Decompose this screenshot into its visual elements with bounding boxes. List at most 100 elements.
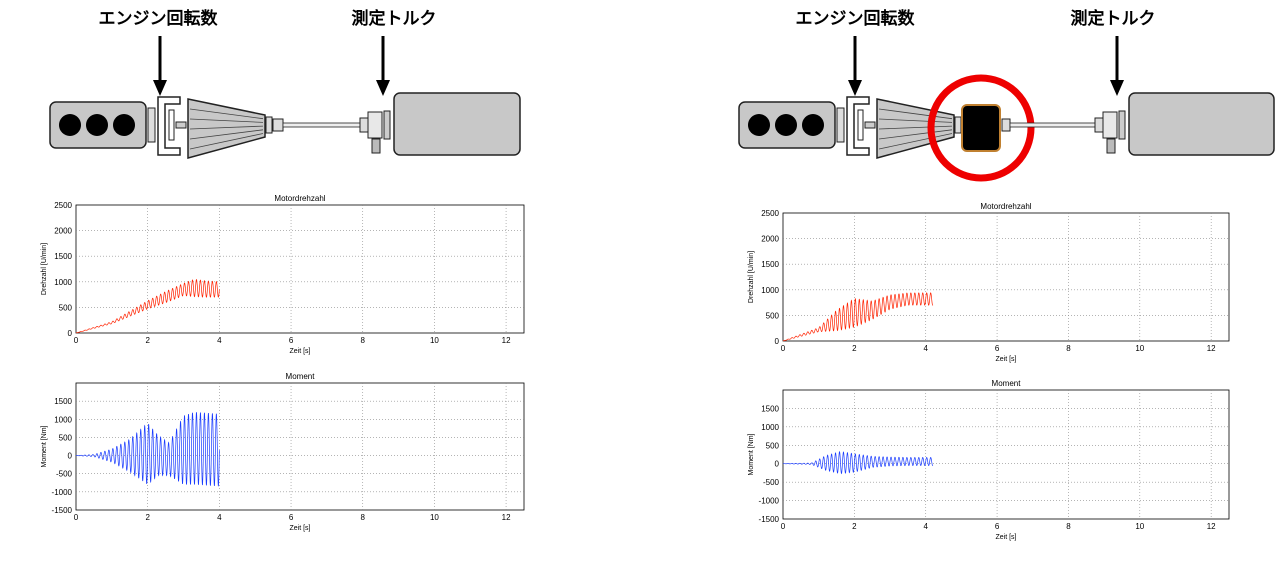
clutch-disc <box>168 109 175 141</box>
shaft-coupling <box>1001 118 1011 132</box>
x-tick-label: 10 <box>1135 522 1144 531</box>
gearbox-line <box>189 133 264 150</box>
gearbox-line <box>189 108 264 120</box>
x-tick-label: 6 <box>289 336 294 345</box>
x-tick-label: 2 <box>852 344 857 353</box>
x-tick-label: 6 <box>289 513 294 522</box>
x-tick-label: 4 <box>217 513 222 522</box>
y-tick-label: 1000 <box>54 415 72 424</box>
flywheel-plate <box>836 107 845 143</box>
dynamometer <box>393 92 521 156</box>
torque-arrow <box>376 80 390 96</box>
data-series-line <box>76 412 220 487</box>
x-tick-label: 2 <box>852 522 857 531</box>
y-tick-label: 0 <box>775 337 780 346</box>
y-tick-label: 2500 <box>54 201 72 210</box>
y-tick-label: 2000 <box>54 227 72 236</box>
y-tick-label: -1500 <box>52 506 73 515</box>
gearbox-line <box>878 129 953 140</box>
x-tick-label: 10 <box>1135 344 1144 353</box>
chart-motordrehzahl: 0 2 4 6 8 10 12 0 500 1000 1500 2000 2500 Motordrehza… <box>748 202 1230 363</box>
engine-speed-arrow <box>848 80 862 96</box>
y-tick-label: -1000 <box>52 488 73 497</box>
engine-cylinder <box>775 114 797 136</box>
y-tick-label: -500 <box>56 470 73 479</box>
y-tick-label: 1500 <box>761 260 779 269</box>
plot-area <box>782 389 1230 520</box>
y-tick-label: 1500 <box>54 252 72 261</box>
panel-with-damper: エンジン回転数 測定トルク 0 2 4 6 8 10 12 0 500 1000 1500 2000 2… <box>643 0 1285 561</box>
dyno-flange <box>383 110 391 140</box>
propeller-shaft <box>282 122 361 128</box>
torque-arrow <box>1110 80 1124 96</box>
clutch-shaft <box>175 121 187 129</box>
y-tick-label: 1000 <box>761 423 779 432</box>
y-tick-label: 1500 <box>761 404 779 413</box>
clutch-housing <box>846 96 870 156</box>
x-tick-label: 6 <box>995 522 1000 531</box>
torque-sensor-connector <box>1106 138 1116 154</box>
engine-cylinder <box>86 114 108 136</box>
shaft-joint <box>1094 117 1104 133</box>
torsional-damper <box>961 104 1001 152</box>
engine-cylinder <box>802 114 824 136</box>
x-tick-label: 4 <box>923 522 928 531</box>
data-series-line <box>75 278 220 334</box>
data-series-line <box>782 292 934 342</box>
gearbox-line <box>189 125 264 130</box>
panel-without-damper: エンジン回転数 測定トルク 0 2 4 6 8 10 12 0 500 1000 1500 2000 2… <box>0 0 642 561</box>
chart-moment: 0 2 4 6 8 10 12 -1500 -1000 -500 0 500 1000 1500 Momen… <box>748 379 1230 541</box>
torque-sensor-connector <box>371 138 381 154</box>
y-axis-label: Moment [Nm] <box>41 425 48 467</box>
gearbox-line <box>189 129 264 140</box>
y-tick-label: 500 <box>766 441 780 450</box>
gearbox-line <box>878 118 953 123</box>
x-axis-label: Zeit [s] <box>995 356 1016 363</box>
measured-torque-label: 測定トルク <box>352 8 437 29</box>
gearbox-line <box>878 108 953 120</box>
x-tick-label: 0 <box>781 344 786 353</box>
engine-cylinder <box>748 114 770 136</box>
chart-moment: 0 2 4 6 8 10 12 -1500 -1000 -500 0 500 1000 1500 Momen… <box>41 372 525 532</box>
x-tick-label: 10 <box>430 513 439 522</box>
x-tick-label: 8 <box>1066 344 1071 353</box>
y-tick-label: 0 <box>775 460 780 469</box>
y-axis-label: Moment [Nm] <box>748 433 755 475</box>
gearbox <box>187 98 266 159</box>
x-tick-label: 0 <box>781 522 786 531</box>
gearbox-line <box>878 125 953 130</box>
x-tick-label: 8 <box>1066 522 1071 531</box>
torque-sensor <box>367 111 383 139</box>
y-axis-label: Drehzahl [U/min] <box>41 243 48 295</box>
measured-torque-label: 測定トルク <box>1071 8 1156 29</box>
x-tick-label: 8 <box>360 513 365 522</box>
x-axis-label: Zeit [s] <box>289 348 310 355</box>
x-tick-label: 2 <box>145 513 150 522</box>
torque-sensor <box>1102 111 1118 139</box>
engine-cylinder <box>113 114 135 136</box>
damper-highlight-circle <box>927 74 1035 182</box>
chart-title: Motordrehzahl <box>274 194 325 203</box>
y-tick-label: 500 <box>59 303 73 312</box>
y-tick-label: -1000 <box>759 497 780 506</box>
x-tick-label: 12 <box>1207 522 1216 531</box>
x-tick-label: 12 <box>1207 344 1216 353</box>
gearbox-line <box>189 118 264 123</box>
y-tick-label: 0 <box>68 452 73 461</box>
engine-speed-label: エンジン回転数 <box>99 8 219 29</box>
propeller-shaft <box>1009 122 1096 128</box>
x-tick-label: 0 <box>74 513 79 522</box>
y-tick-label: 1500 <box>54 397 72 406</box>
y-tick-label: 500 <box>766 311 780 320</box>
dynamometer <box>1128 92 1275 156</box>
y-tick-label: 2000 <box>761 235 779 244</box>
x-tick-label: 2 <box>145 336 150 345</box>
chart-title: Motordrehzahl <box>980 202 1031 211</box>
x-tick-label: 12 <box>502 513 511 522</box>
x-tick-label: 12 <box>502 336 511 345</box>
y-tick-label: 500 <box>59 433 73 442</box>
clutch-housing <box>157 96 181 156</box>
dyno-flange <box>1118 110 1126 140</box>
x-tick-label: 0 <box>74 336 79 345</box>
panel-left-svg: エンジン回転数 測定トルク 0 2 4 6 8 10 12 0 500 1000 1500 2000 2… <box>41 8 525 532</box>
